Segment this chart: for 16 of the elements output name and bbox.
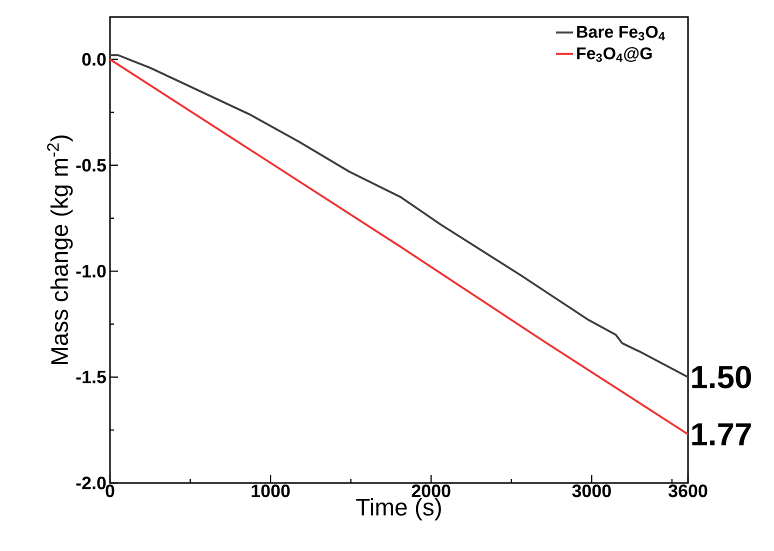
annotation: 1.50 bbox=[692, 366, 751, 388]
x-axis-title: Time (s) bbox=[356, 498, 441, 520]
x-tick-label: 3600 bbox=[668, 484, 708, 498]
x-tick-label: 2000 bbox=[412, 484, 450, 498]
x-tick-label: 3000 bbox=[572, 484, 611, 498]
annotation: 1.77 bbox=[692, 423, 751, 446]
y-tick-label: -2.0 bbox=[76, 476, 106, 490]
legend-label: Bare Fe$_{3}$O$_{4}$ bbox=[577, 26, 665, 40]
y-tick-label: -1.0 bbox=[76, 264, 106, 278]
x-tick-label: 0 bbox=[106, 484, 114, 498]
legend-label: Fe$_{3}$O$_{4}$@G bbox=[577, 47, 652, 62]
y-tick-label: -0.5 bbox=[76, 158, 106, 172]
x-tick-label: 1000 bbox=[252, 484, 290, 498]
y-tick-label: -1.5 bbox=[76, 370, 106, 384]
y-axis-title: Mass change (kg m$^{-2}$) bbox=[47, 135, 73, 364]
y-tick-label: 0.0 bbox=[82, 53, 106, 66]
